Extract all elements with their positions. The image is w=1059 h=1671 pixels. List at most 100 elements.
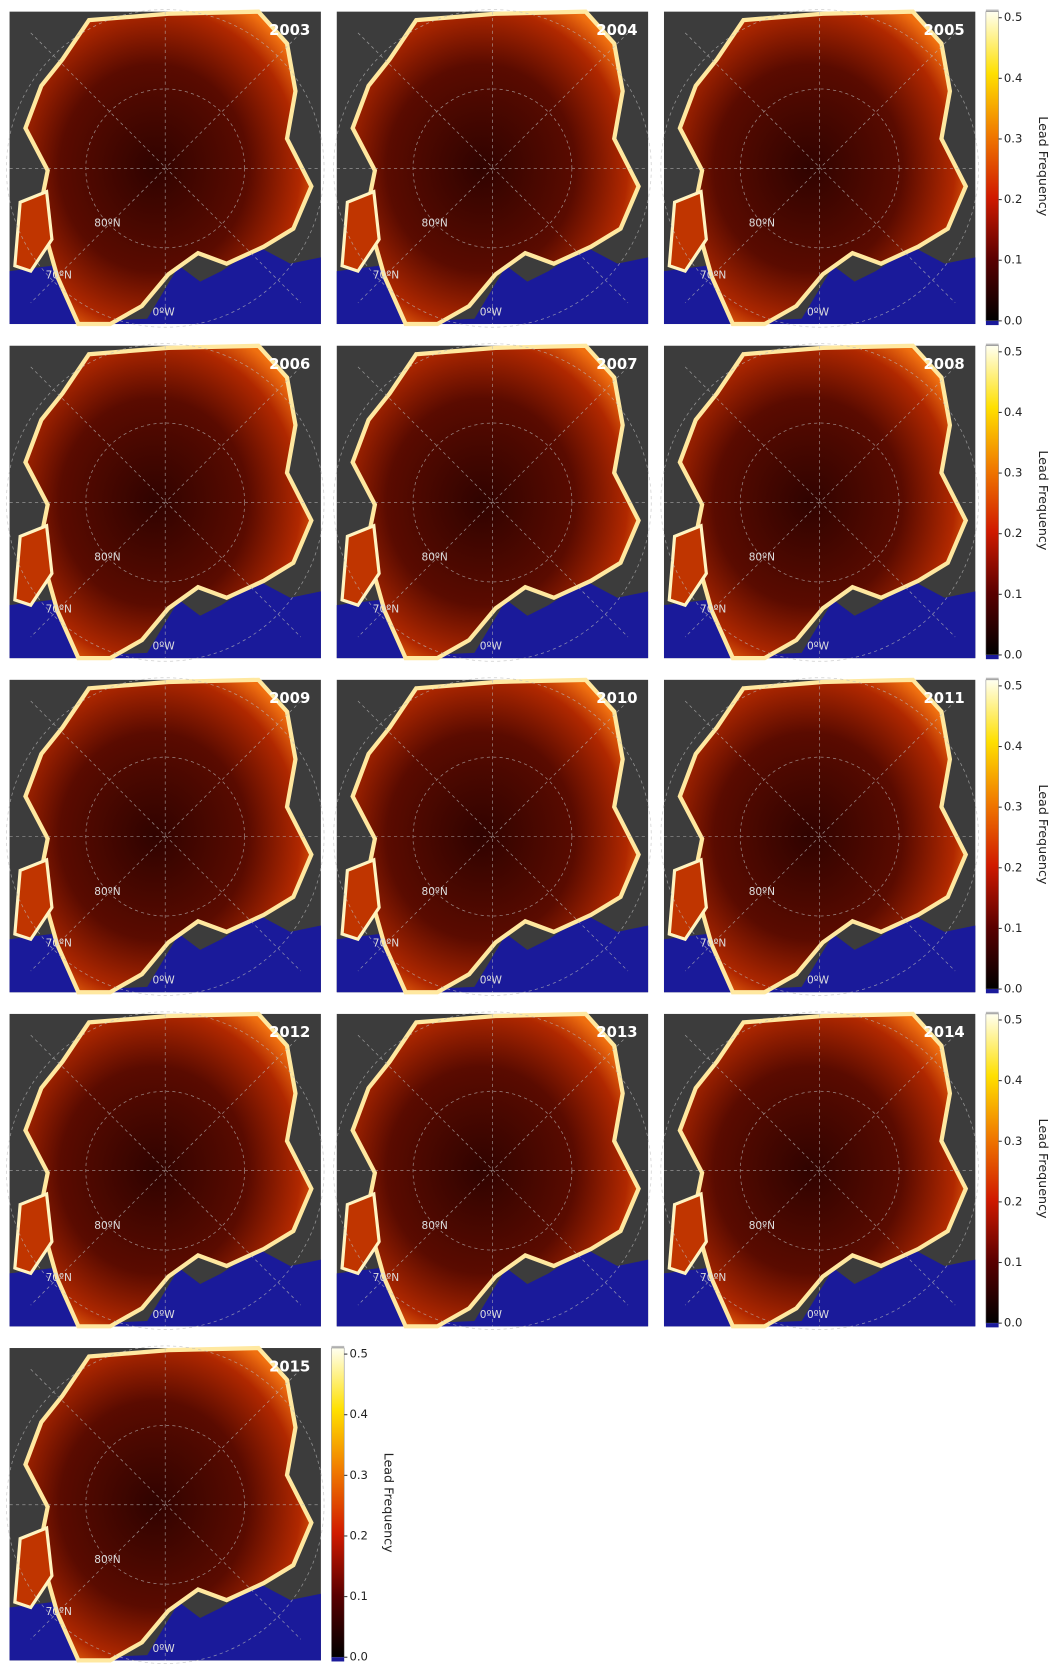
longitude-label: 0ºW <box>807 641 830 653</box>
colorbar-tick-label: 0.3 <box>1004 800 1023 814</box>
latitude-label: 70ºN <box>46 938 72 950</box>
colorbar-tick-label: 0.5 <box>1004 10 1023 24</box>
latitude-label: 80ºN <box>749 218 775 230</box>
year-label: 2007 <box>596 356 637 373</box>
year-label: 2011 <box>923 690 964 707</box>
latitude-label: 80ºN <box>421 218 447 230</box>
latitude-label: 70ºN <box>373 1272 399 1284</box>
colorbar-tick-label: 0.4 <box>1004 71 1023 85</box>
colorbar-tick-label: 0.0 <box>1004 982 1023 996</box>
colorbar-label: Lead Frequency <box>381 1453 396 1554</box>
latitude-label: 80ºN <box>94 886 120 898</box>
year-label: 2013 <box>596 1024 637 1041</box>
longitude-label: 0ºW <box>807 975 830 987</box>
colorbar-ramp <box>986 346 999 655</box>
latitude-label: 80ºN <box>749 886 775 898</box>
year-label: 2015 <box>269 1358 310 1375</box>
year-label: 2014 <box>923 1024 964 1041</box>
year-label: 2010 <box>596 690 637 707</box>
latitude-label: 70ºN <box>46 1606 72 1618</box>
colorbar-tick-label: 0.5 <box>349 1347 368 1361</box>
longitude-label: 0ºW <box>153 641 176 653</box>
year-label: 2003 <box>269 22 310 39</box>
colorbar-tick-label: 0.1 <box>1004 1255 1023 1269</box>
year-label: 2012 <box>269 1024 310 1041</box>
colorbar-tick-label: 0.1 <box>1004 921 1023 935</box>
colorbar-label: Lead Frequency <box>1036 784 1051 885</box>
latitude-label: 70ºN <box>700 1272 726 1284</box>
colorbar-tick-label: 0.3 <box>349 1468 368 1482</box>
figure: 2003 80ºN 70ºN 0ºW 2004 80ºN 70ºN 0ºW 2005 80ºN 70… <box>0 0 1059 1671</box>
colorbar-tick-label: 0.2 <box>1004 1194 1023 1208</box>
map-panel: 2005 80ºN 70ºN 0ºW <box>661 10 979 328</box>
colorbar-under <box>986 1323 999 1327</box>
latitude-label: 70ºN <box>373 270 399 282</box>
longitude-label: 0ºW <box>480 975 503 987</box>
year-label: 2005 <box>923 22 964 39</box>
latitude-label: 80ºN <box>94 552 120 564</box>
latitude-label: 70ºN <box>373 604 399 616</box>
year-label: 2004 <box>596 22 637 39</box>
colorbar-tick-label: 0.4 <box>1004 1073 1023 1087</box>
colorbar-label: Lead Frequency <box>1036 1119 1051 1220</box>
colorbar-tick-label: 0.1 <box>1004 253 1023 267</box>
colorbar-tick-label: 0.2 <box>1004 526 1023 540</box>
colorbar-tick-label: 0.5 <box>1004 1012 1023 1026</box>
map-panel: 2009 80ºN 70ºN 0ºW <box>6 678 324 996</box>
colorbar-tick-label: 0.2 <box>349 1528 368 1542</box>
latitude-label: 80ºN <box>421 886 447 898</box>
colorbar-tick-label: 0.0 <box>1004 313 1023 327</box>
colorbar-tick-label: 0.3 <box>1004 466 1023 480</box>
colorbar-tick-label: 0.0 <box>1004 647 1023 661</box>
colorbar-tick-label: 0.4 <box>1004 405 1023 419</box>
colorbar-tick-label: 0.3 <box>1004 1134 1023 1148</box>
colorbar-tick-label: 0.2 <box>1004 860 1023 874</box>
longitude-label: 0ºW <box>807 307 830 319</box>
colorbar-label: Lead Frequency <box>1036 450 1051 551</box>
year-label: 2008 <box>923 356 964 373</box>
latitude-label: 70ºN <box>46 604 72 616</box>
page: {"panels": [{"year": "2003"}, {"year": "… <box>0 0 1059 1671</box>
map-panel: 2008 80ºN 70ºN 0ºW <box>661 344 979 662</box>
year-label: 2009 <box>269 690 310 707</box>
colorbar-ramp <box>331 1348 344 1657</box>
latitude-label: 80ºN <box>749 1220 775 1232</box>
colorbar-ramp <box>986 680 999 989</box>
colorbar-under <box>986 655 999 659</box>
colorbar: 0.0 0.1 0.2 0.3 0.4 0.5 Lead Frequency <box>986 344 1051 662</box>
colorbar-tick-label: 0.1 <box>349 1589 368 1603</box>
longitude-label: 0ºW <box>153 1309 176 1321</box>
latitude-label: 80ºN <box>421 552 447 564</box>
longitude-label: 0ºW <box>807 1309 830 1321</box>
longitude-label: 0ºW <box>153 975 176 987</box>
colorbar-ramp <box>986 1014 999 1323</box>
latitude-label: 70ºN <box>700 604 726 616</box>
latitude-label: 70ºN <box>700 938 726 950</box>
colorbar-tick-label: 0.1 <box>1004 587 1023 601</box>
colorbar-ramp <box>986 12 999 321</box>
latitude-label: 80ºN <box>94 218 120 230</box>
longitude-label: 0ºW <box>480 307 503 319</box>
map-panel: 2010 80ºN 70ºN 0ºW <box>334 678 652 996</box>
latitude-label: 80ºN <box>749 552 775 564</box>
colorbar-under <box>986 321 999 325</box>
latitude-label: 70ºN <box>373 938 399 950</box>
latitude-label: 70ºN <box>700 270 726 282</box>
longitude-label: 0ºW <box>153 307 176 319</box>
longitude-label: 0ºW <box>153 1643 176 1655</box>
colorbar-tick-label: 0.0 <box>349 1650 368 1664</box>
colorbar-label: Lead Frequency <box>1036 116 1051 217</box>
longitude-label: 0ºW <box>480 1309 503 1321</box>
colorbar-tick-label: 0.5 <box>1004 678 1023 692</box>
colorbar-tick-label: 0.5 <box>1004 344 1023 358</box>
